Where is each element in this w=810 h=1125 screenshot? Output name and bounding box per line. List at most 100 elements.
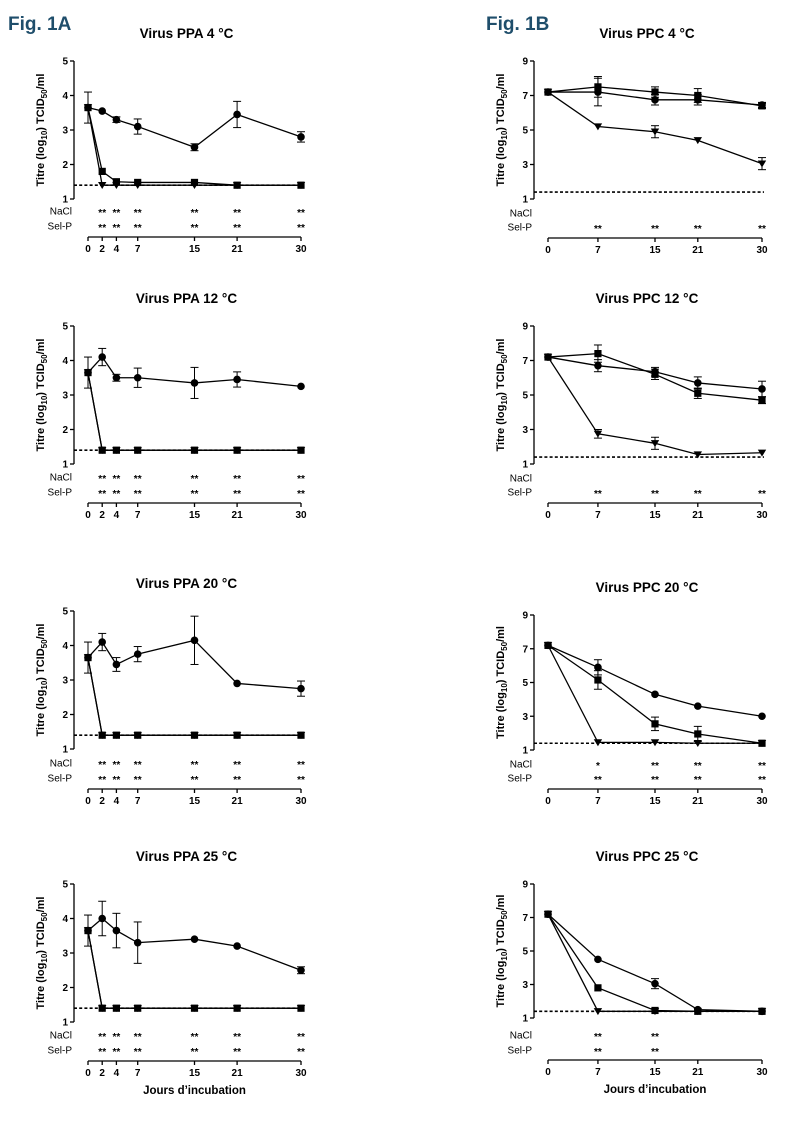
series-line: [547, 913, 763, 1012]
data-point-triangle: [757, 160, 767, 168]
data-point-triangle: [693, 740, 702, 748]
chart-title: Virus PPC 25 °C: [596, 849, 699, 864]
significance-marker: **: [233, 1032, 241, 1043]
x-tick-label: 21: [232, 510, 244, 521]
series-line: [547, 913, 762, 1012]
significance-marker: **: [758, 224, 766, 235]
significance-marker: **: [297, 1032, 305, 1043]
y-tick-label: 3: [62, 949, 68, 960]
x-tick-label: 2: [99, 1068, 105, 1079]
significance-marker: **: [98, 208, 106, 219]
significance-marker: **: [651, 1047, 659, 1058]
significance-marker: **: [758, 761, 766, 772]
data-point-circle: [190, 935, 199, 943]
y-tick-label: 5: [62, 322, 68, 333]
series-line: [87, 917, 302, 971]
chart-ppa12: Virus PPA 12 °C 1 2 3 4 5 Titre (log10) TCID50…: [35, 291, 307, 521]
data-point-circle: [233, 110, 241, 119]
data-point-triangle: [593, 739, 603, 747]
significance-marker: **: [758, 489, 766, 500]
data-point-square: [594, 350, 602, 358]
x-tick-label: 30: [756, 796, 768, 807]
y-axis-label: Titre (log10) TCID50/ml: [35, 339, 49, 452]
data-point-triangle: [190, 447, 199, 454]
series-triangle: [83, 369, 306, 454]
significance-marker: **: [594, 489, 602, 500]
x-tick-label: 30: [756, 245, 768, 256]
data-point-triangle: [98, 447, 107, 454]
significance-marker: **: [191, 474, 199, 485]
x-tick-label: 15: [189, 1068, 201, 1079]
row-label-sel-p: Sel-P: [48, 222, 73, 233]
data-point-square: [594, 676, 602, 684]
data-point-circle: [112, 115, 121, 124]
significance-marker: **: [694, 775, 702, 786]
series-line: [87, 106, 302, 148]
y-tick-label: 5: [62, 57, 68, 68]
x-tick-label: 30: [295, 1068, 307, 1079]
data-point-square: [594, 984, 602, 992]
data-point-triangle: [593, 1008, 603, 1016]
x-tick-label: 0: [85, 796, 91, 807]
data-point-triangle: [83, 654, 93, 662]
data-point-square: [694, 389, 702, 397]
x-tick-label: 21: [232, 796, 244, 807]
data-point-triangle: [593, 430, 603, 438]
significance-marker: **: [191, 208, 199, 219]
data-point-square: [758, 102, 766, 110]
y-tick-label: 4: [62, 914, 68, 925]
significance-marker: **: [134, 760, 142, 771]
y-tick-label: 4: [62, 641, 68, 652]
data-point-circle: [233, 942, 241, 950]
data-point-triangle: [190, 1005, 199, 1012]
data-point-square: [758, 396, 766, 404]
data-point-triangle: [296, 182, 306, 189]
row-label-sel-p: Sel-P: [508, 488, 533, 499]
significance-marker: **: [297, 775, 305, 786]
data-point-triangle: [543, 910, 553, 918]
significance-marker: **: [594, 224, 602, 235]
data-point-circle: [233, 679, 241, 688]
y-tick-label: 1: [522, 746, 528, 757]
x-tick-label: 0: [85, 244, 91, 255]
x-tick-label: 4: [114, 510, 120, 521]
significance-marker: **: [297, 489, 305, 500]
significance-marker: **: [233, 208, 241, 219]
series-line: [87, 657, 301, 736]
x-tick-label: 15: [189, 244, 201, 255]
data-point-triangle: [232, 182, 242, 189]
significance-marker: **: [233, 223, 241, 234]
y-tick-label: 2: [62, 425, 68, 436]
series-triangle: [83, 104, 306, 189]
data-point-square: [112, 178, 120, 186]
data-point-circle: [694, 702, 702, 710]
data-point-triangle: [190, 732, 199, 739]
y-axis-label: Titre (log10) TCID50/ml: [35, 74, 49, 187]
data-point-triangle: [83, 927, 93, 935]
x-tick-label: 7: [135, 1068, 141, 1079]
y-tick-label: 7: [522, 644, 528, 655]
series-circle: [544, 641, 766, 721]
data-point-circle: [594, 361, 602, 370]
series-square: [544, 76, 766, 110]
data-point-circle: [133, 122, 142, 131]
data-point-square: [651, 720, 659, 728]
significance-marker: **: [98, 1047, 106, 1058]
chart-title: Virus PPA 12 °C: [136, 291, 237, 306]
significance-marker: **: [134, 1032, 142, 1043]
chart-ppc4: Virus PPC 4 °C 1 3 5 7 9 Titre (log10) TCID50/…: [495, 26, 768, 256]
series-line: [547, 913, 762, 1012]
row-label-sel-p: Sel-P: [508, 223, 533, 234]
x-tick-label: 21: [692, 245, 704, 256]
y-axis-label: Titre (log10) TCID50/ml: [495, 895, 509, 1008]
data-point-circle: [297, 966, 305, 975]
significance-marker: **: [191, 223, 199, 234]
figure-label-1b: Fig. 1B: [486, 14, 549, 35]
x-tick-label: 30: [295, 796, 307, 807]
y-tick-label: 1: [62, 745, 68, 756]
significance-marker: **: [651, 489, 659, 500]
x-tick-label: 21: [692, 796, 704, 807]
figure-label-1a: Fig. 1A: [8, 14, 72, 35]
significance-marker: **: [191, 1032, 199, 1043]
